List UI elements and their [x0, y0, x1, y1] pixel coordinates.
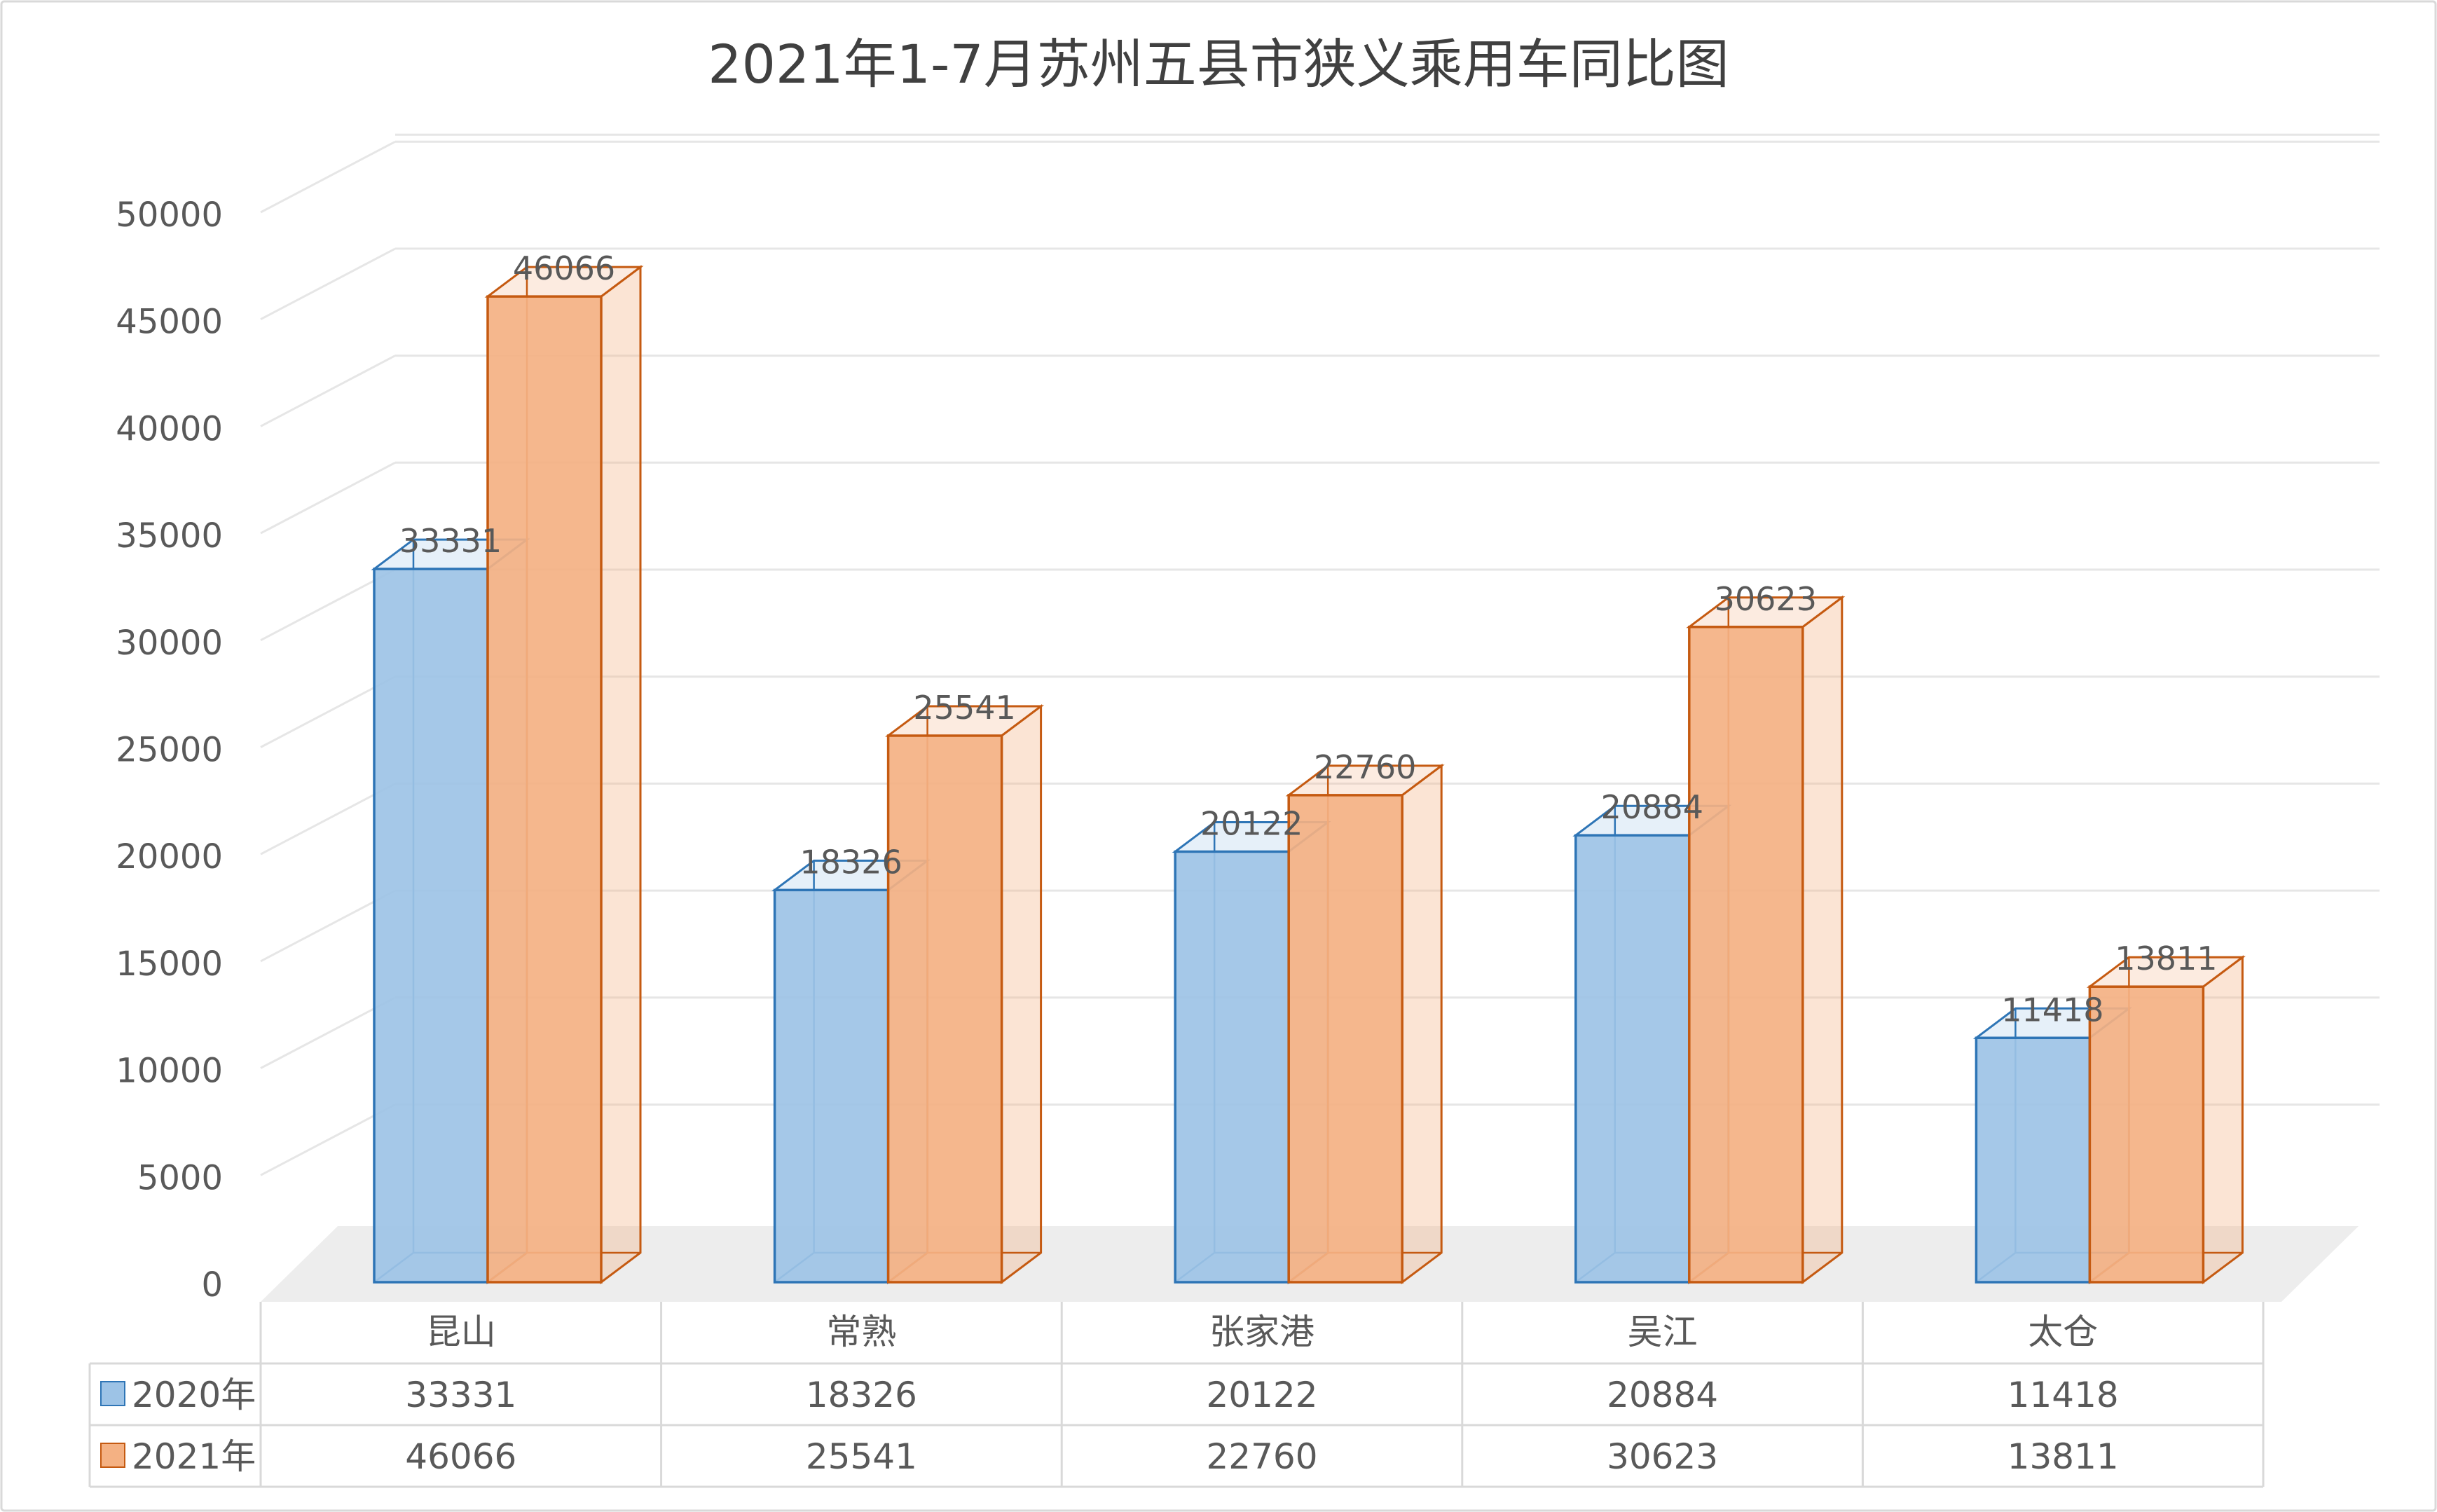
- table-category-header: 常熟: [826, 1312, 896, 1352]
- bar-front: [1174, 850, 1290, 1284]
- legend-swatch: [100, 1381, 125, 1406]
- table-cell: 46066: [405, 1436, 516, 1477]
- y-tick-label: 45000: [116, 303, 223, 342]
- y-tick-label: 20000: [116, 837, 223, 877]
- gridline-side: [260, 140, 396, 214]
- bar: [1285, 763, 1445, 1284]
- bar-front: [773, 888, 890, 1284]
- table-cell: 11418: [2007, 1375, 2119, 1415]
- gridline-side: [260, 1104, 396, 1176]
- table-category-header: 太仓: [2028, 1312, 2098, 1352]
- data-label: 25541: [913, 689, 1015, 727]
- bar: [885, 703, 1045, 1284]
- table-cell: 18326: [806, 1375, 917, 1415]
- y-tick-label: 0: [201, 1265, 223, 1305]
- bar-front: [1688, 626, 1804, 1284]
- gridline-side: [260, 889, 396, 963]
- data-label: 30623: [1715, 580, 1817, 618]
- gridline-side: [260, 461, 396, 535]
- bar-front: [1975, 1036, 2092, 1284]
- gridline-side: [260, 568, 396, 642]
- data-label: 20884: [1601, 788, 1703, 826]
- gridline-side: [260, 783, 396, 855]
- table-cell: 20884: [1607, 1375, 1718, 1415]
- table-cell: 13811: [2007, 1436, 2119, 1477]
- bar-side: [1001, 703, 1043, 1284]
- table-category-header: 昆山: [426, 1312, 496, 1352]
- y-tick-label: 30000: [116, 624, 223, 663]
- data-label: 18326: [799, 843, 902, 881]
- legend-swatch: [100, 1443, 125, 1468]
- table-cell: 30623: [1607, 1436, 1718, 1477]
- bar-side: [1801, 595, 1844, 1284]
- bar-front: [486, 295, 603, 1284]
- table-category-header: 张家港: [1209, 1312, 1314, 1352]
- table-cell: 33331: [405, 1375, 516, 1415]
- gridline-side: [260, 675, 396, 748]
- data-label: 22760: [1314, 748, 1416, 786]
- table-cell: 20122: [1206, 1375, 1317, 1415]
- y-axis-ticks: 0 5000 10000 15000 20000 25000 30000 35000 40000…: [116, 195, 223, 1305]
- data-label: 46066: [513, 249, 615, 287]
- bar-side: [2202, 955, 2244, 1284]
- gridline-side: [260, 355, 396, 427]
- gridline-side: [260, 996, 396, 1069]
- data-table: 昆山 常熟 张家港 吴江 太仓 2020年 33331 18326 20122 20884 1141…: [88, 1302, 2265, 1488]
- y-tick-label: 5000: [137, 1158, 223, 1197]
- bar-side: [600, 265, 642, 1284]
- y-tick-label: 50000: [116, 195, 223, 235]
- chart-title: 2021年1-7月苏州五县市狭义乘用车同比图: [708, 33, 1729, 95]
- y-tick-label: 35000: [116, 516, 223, 556]
- bar-side: [1401, 763, 1443, 1284]
- bar-front: [373, 568, 489, 1284]
- data-labels: 33331 46066 18326 25541 20122 22760 20884 30623…: [399, 249, 2218, 1029]
- bars: [371, 265, 2246, 1284]
- gridline-side: [260, 247, 396, 321]
- y-tick-label: 25000: [116, 731, 223, 770]
- table-cell: 22760: [1206, 1436, 1317, 1477]
- data-label: 20122: [1200, 804, 1303, 842]
- legend-series-name: 2021年: [132, 1436, 256, 1477]
- y-tick-label: 40000: [116, 409, 223, 448]
- bar: [2086, 955, 2246, 1284]
- table-cell: 25541: [806, 1436, 917, 1477]
- bar: [484, 265, 644, 1284]
- bar-front: [886, 734, 1003, 1284]
- bar-front: [1574, 834, 1691, 1284]
- y-tick-label: 10000: [116, 1052, 223, 1091]
- bar-front: [2088, 985, 2205, 1284]
- y-tick-label: 15000: [116, 944, 223, 984]
- data-label: 13811: [2115, 940, 2217, 977]
- data-label: 33331: [399, 522, 502, 560]
- table-category-header: 吴江: [1628, 1312, 1698, 1352]
- data-label: 11418: [2001, 991, 2103, 1029]
- legend-series-name: 2020年: [132, 1375, 256, 1415]
- bar: [1686, 595, 1846, 1284]
- bar-front: [1287, 794, 1403, 1284]
- bar: [1572, 804, 1732, 1284]
